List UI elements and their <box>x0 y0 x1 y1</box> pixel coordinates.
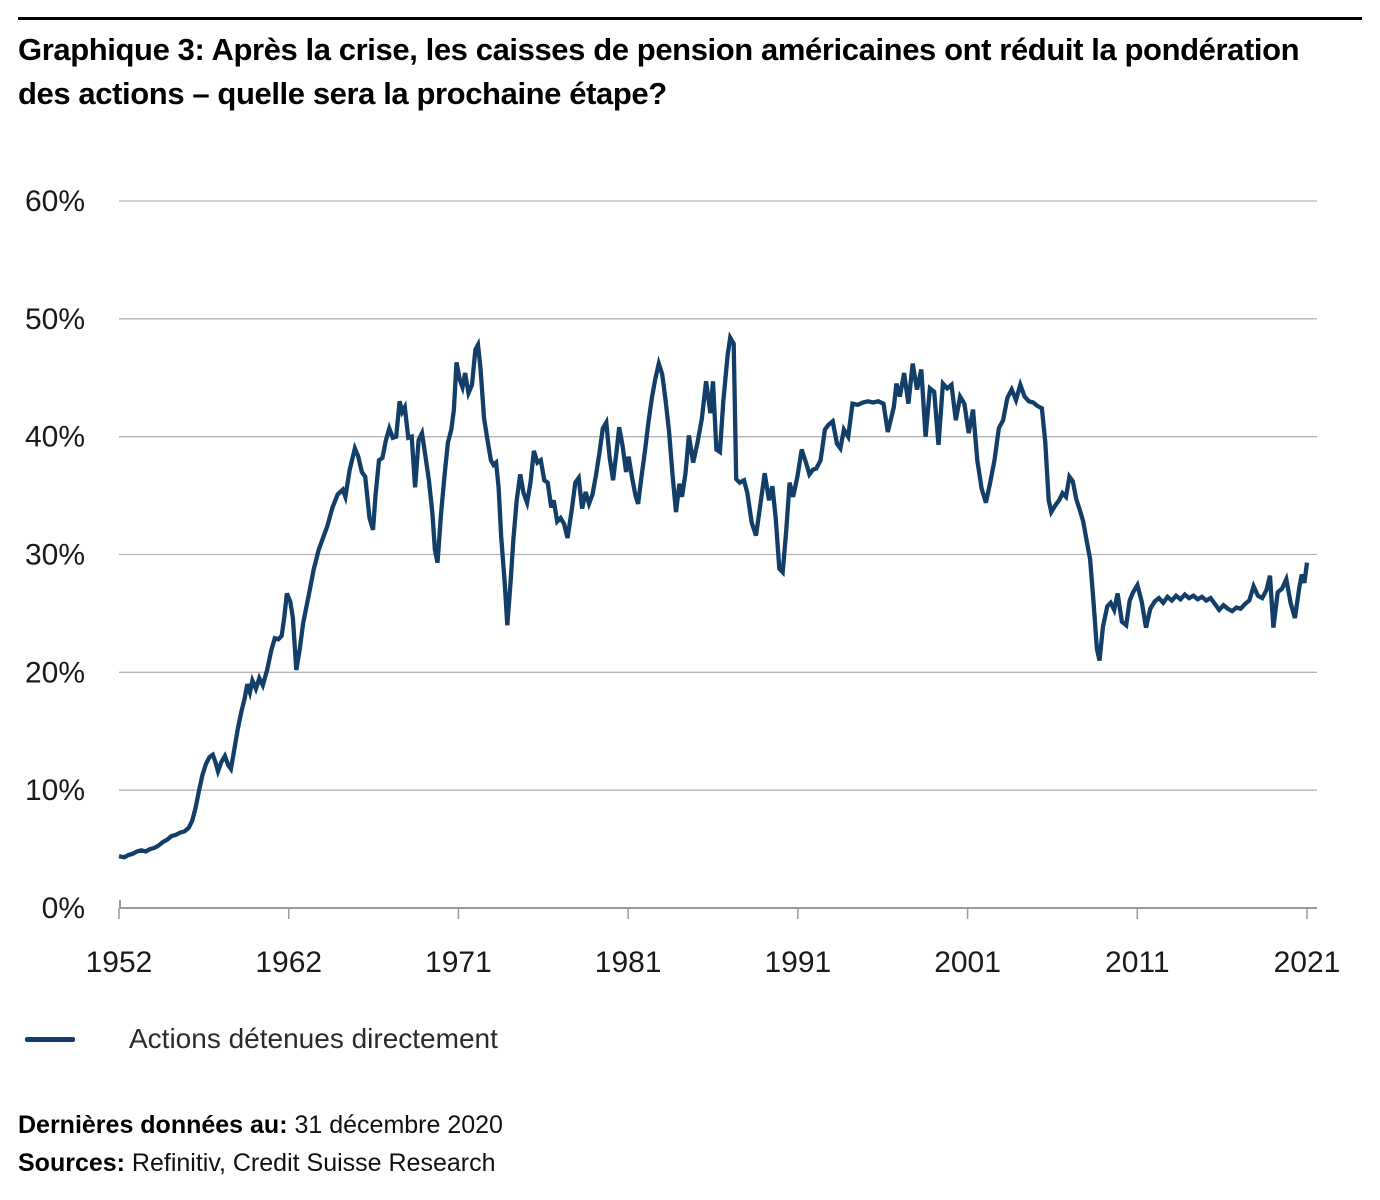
x-tick-label: 1991 <box>764 946 831 979</box>
x-tick-label: 1981 <box>595 946 662 979</box>
series-line-actions <box>118 331 1310 860</box>
sources-label: Sources: <box>18 1149 125 1177</box>
x-tick-label: 2021 <box>1274 946 1341 979</box>
x-tick-label: 1971 <box>425 946 492 979</box>
x-tick-label: 1962 <box>255 946 322 979</box>
legend: Actions détenues directement <box>25 1021 498 1057</box>
series-swatch-icon <box>25 1036 75 1042</box>
sources-line: Sources: Refinitiv, Credit Suisse Resear… <box>18 1144 503 1182</box>
x-tick-label: 2011 <box>1105 946 1170 979</box>
y-tick-label: 40% <box>25 421 85 454</box>
last-data-label: Dernières données au: <box>18 1111 288 1139</box>
x-tick-label: 1952 <box>86 946 153 979</box>
last-data-value: 31 décembre 2020 <box>287 1111 503 1139</box>
y-tick-label: 10% <box>25 774 85 807</box>
y-tick-label: 60% <box>25 185 85 218</box>
chart-title: Graphique 3: Après la crise, les caisses… <box>18 32 1300 111</box>
top-rule <box>18 17 1362 20</box>
last-data-line: Dernières données au: 31 décembre 2020 <box>18 1106 503 1144</box>
sources-value: Refinitiv, Credit Suisse Research <box>124 1149 496 1177</box>
y-tick-label: 20% <box>25 656 85 689</box>
y-tick-label: 30% <box>25 539 85 572</box>
y-tick-label: 0% <box>42 892 85 925</box>
x-tick-label: 2001 <box>934 946 1001 979</box>
footer: Dernières données au: 31 décembre 2020 S… <box>18 1106 503 1182</box>
y-tick-label: 50% <box>25 303 85 336</box>
legend-label: Actions détenues directement <box>129 1023 498 1054</box>
